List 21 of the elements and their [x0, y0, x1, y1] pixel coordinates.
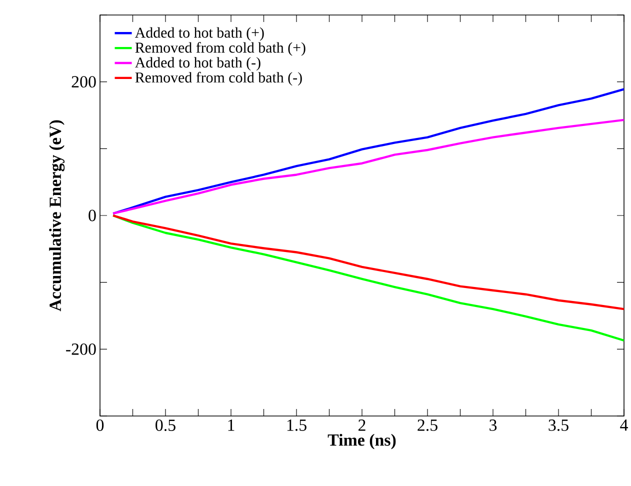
- legend-label: Removed from cold bath (-): [135, 72, 302, 86]
- legend-label: Added to hot bath (+): [135, 27, 264, 41]
- x-tick-label: 3: [490, 420, 497, 431]
- line-series: [112, 88, 624, 215]
- legend-label: Added to hot bath (-): [135, 57, 260, 71]
- y-tick-label: 200: [72, 76, 96, 88]
- y-axis-title: Accumulative Energy (eV): [49, 120, 65, 312]
- line-series: [112, 214, 624, 310]
- legend-label: Removed from cold bath (+): [135, 42, 306, 56]
- y-tick-label: -200: [66, 343, 96, 355]
- x-axis-title: Time (ns): [328, 434, 396, 450]
- x-tick-label: 0.5: [156, 420, 176, 432]
- x-tick-label: 4: [620, 420, 628, 431]
- x-tick-label: 0: [96, 420, 104, 431]
- x-tick-label: 2: [358, 420, 366, 431]
- x-tick-label: 1.5: [287, 420, 306, 431]
- line-series: [112, 118, 624, 215]
- x-tick-label: 3.5: [548, 420, 568, 431]
- x-tick-label: 2.5: [418, 420, 438, 431]
- y-tick-label: 0: [88, 210, 96, 222]
- x-tick-label: 1: [228, 420, 234, 431]
